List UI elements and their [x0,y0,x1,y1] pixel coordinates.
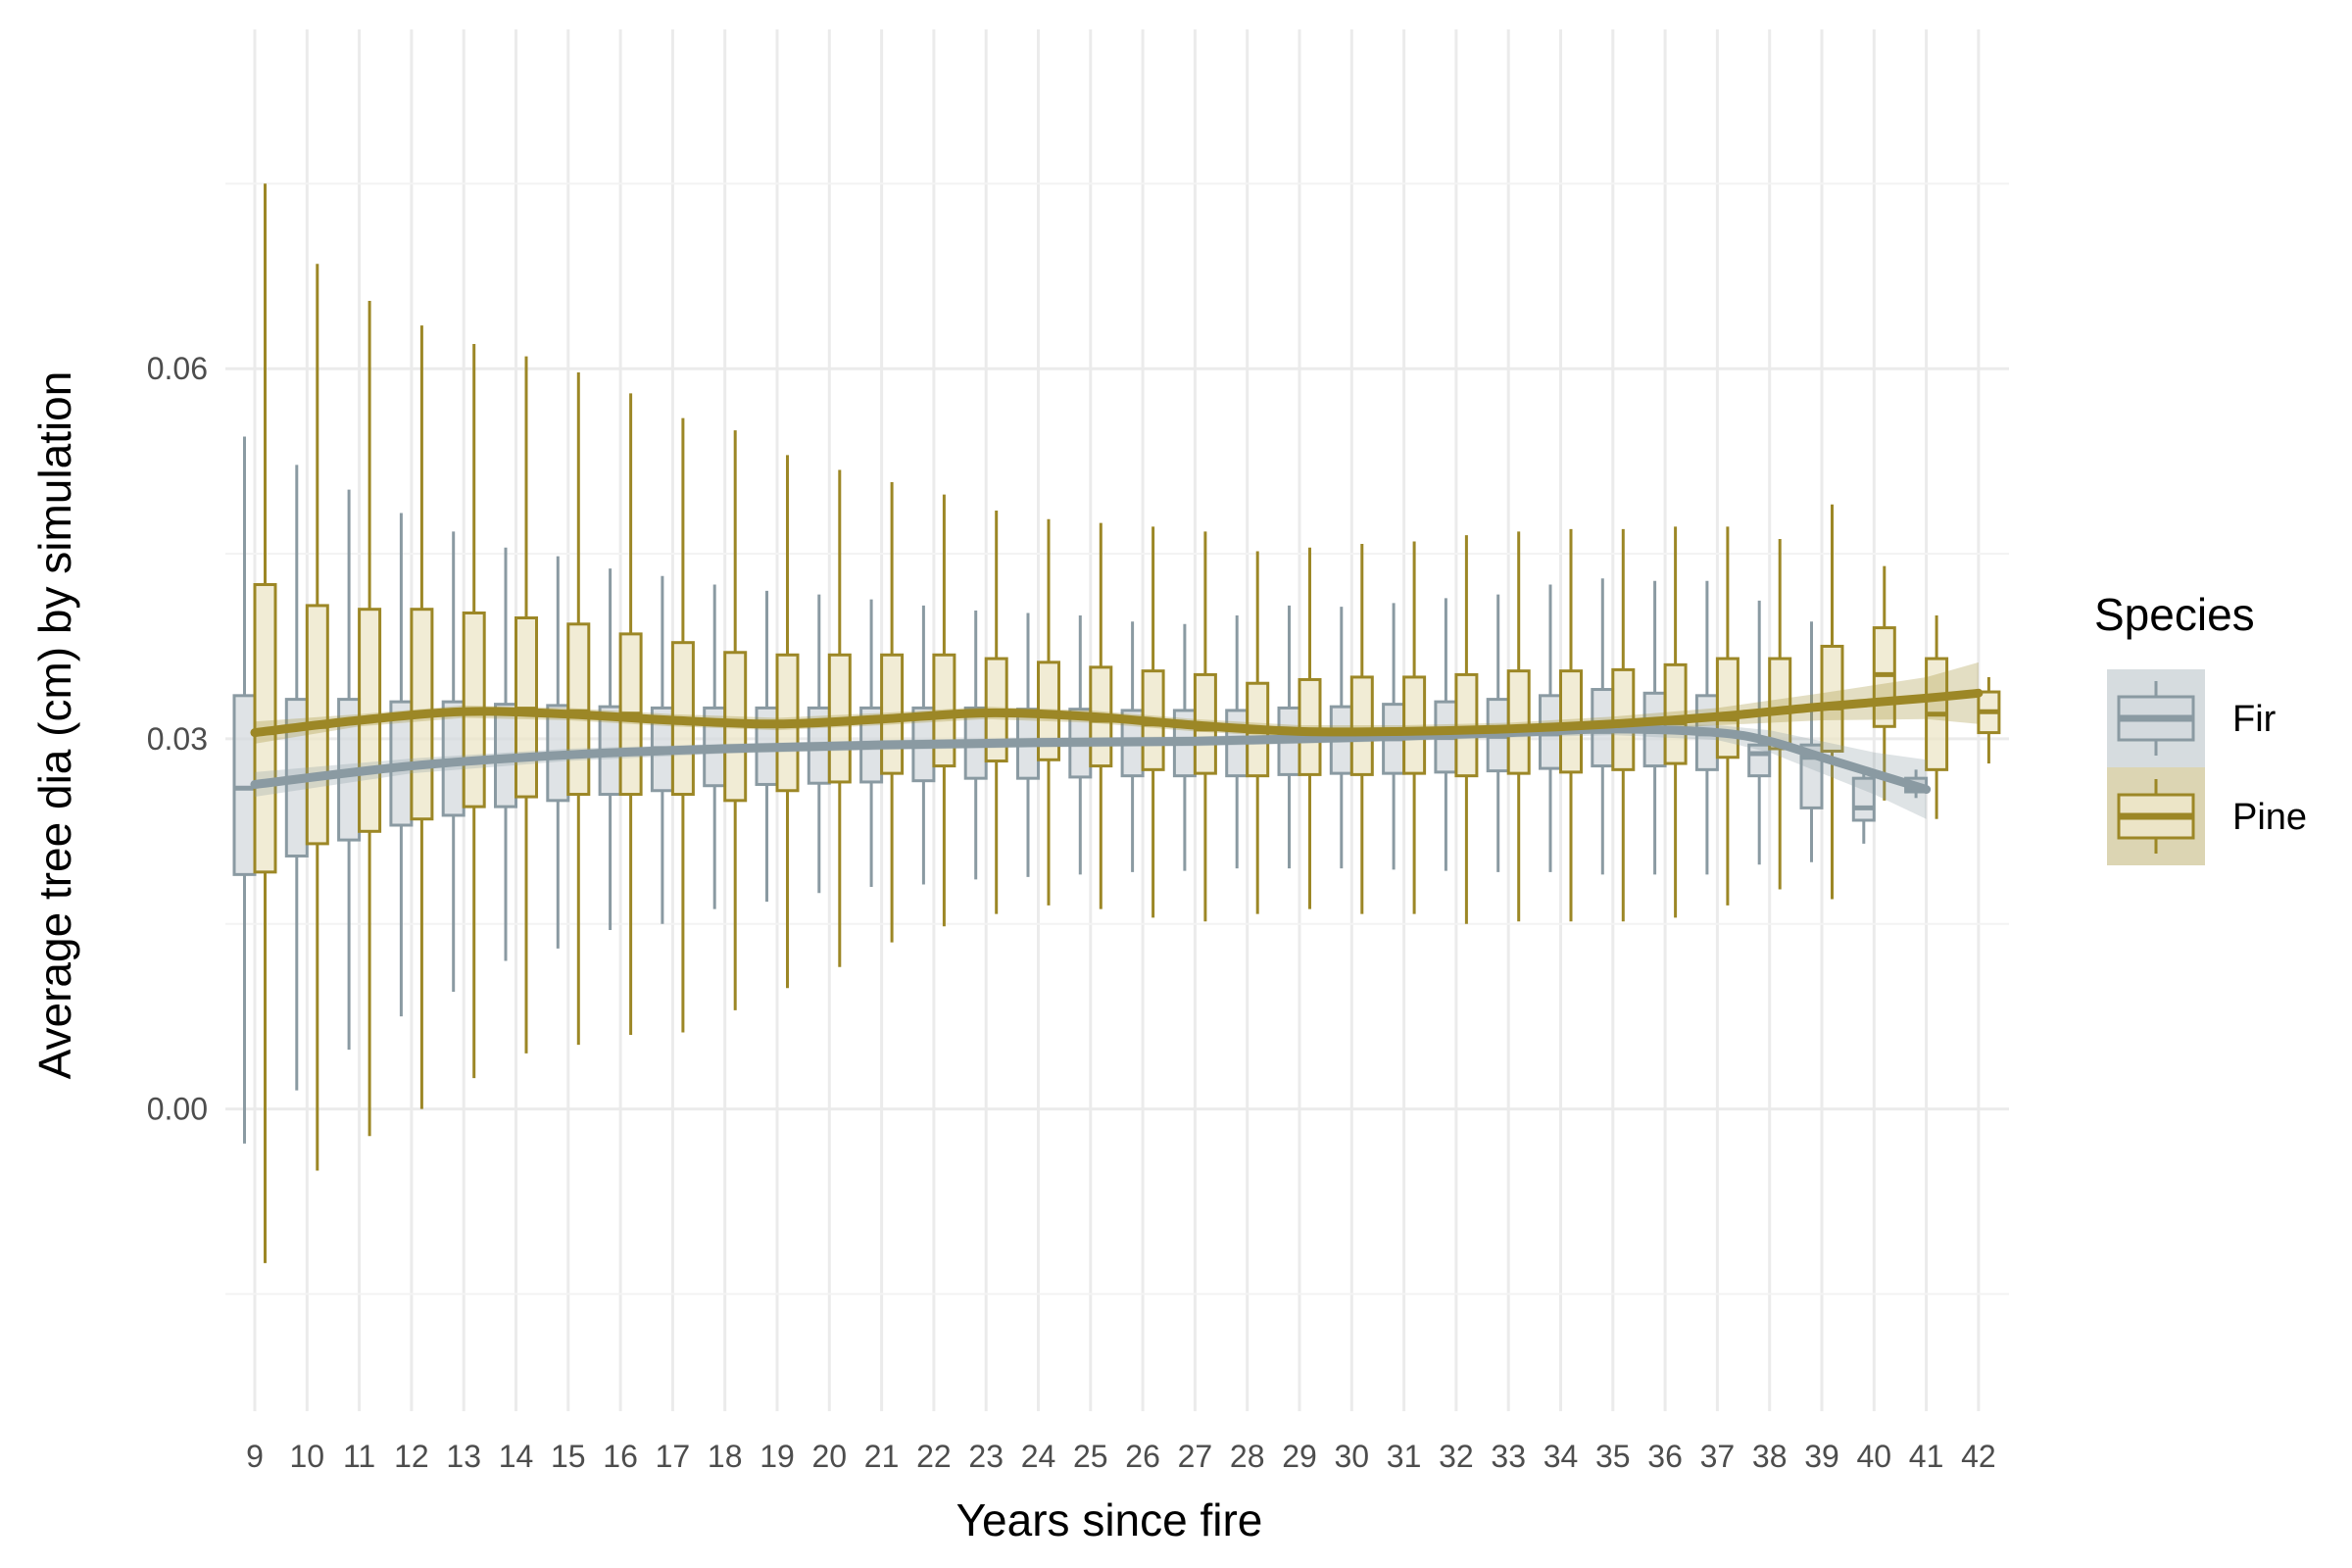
box-fir [1747,600,1772,865]
box-fir [232,436,257,1144]
box-fir [1799,621,1824,862]
legend-keys: Fir Pine [2107,669,2307,865]
x-tick-label: 30 [1335,1439,1370,1474]
box-pine [1925,614,1949,819]
x-tick-label: 28 [1230,1439,1265,1474]
y-axis-title: Average tree dia (cm) by simulation [29,371,80,1080]
x-tick-label: 10 [290,1439,325,1474]
y-tick-label: 0.00 [147,1092,208,1127]
box-body [1402,675,1427,775]
box-pine [1820,504,1844,900]
x-tick-label: 13 [446,1439,481,1474]
x-tick-label: 24 [1021,1439,1056,1474]
x-tick-label: 16 [603,1439,638,1474]
x-tick-label: 38 [1752,1439,1788,1474]
x-tick-label: 37 [1700,1439,1736,1474]
x-tick-label: 31 [1387,1439,1422,1474]
x-tick-label: 12 [394,1439,429,1474]
x-axis-title: Years since fire [956,1494,1263,1545]
legend-key-fir: Fir [2107,669,2277,767]
x-tick-label: 42 [1961,1439,1996,1474]
x-tick-label: 15 [551,1439,586,1474]
x-tick-label: 22 [916,1439,952,1474]
box-pine [1768,538,1792,890]
x-tick-label: 27 [1178,1439,1213,1474]
x-tick-label: 40 [1857,1439,1892,1474]
box-body [1663,662,1688,765]
y-tick-label: 0.03 [147,721,208,757]
box-pine [1977,676,2001,764]
legend-label-fir: Fir [2232,699,2277,740]
box-body [1820,644,1844,753]
x-tick-label: 41 [1909,1439,1944,1474]
x-tick-label: 39 [1804,1439,1839,1474]
x-tick-label: 34 [1544,1439,1579,1474]
x-tick-label: 33 [1491,1439,1526,1474]
x-tick-label: 20 [812,1439,848,1474]
box-pine [1298,547,1322,909]
x-tick-label: 21 [864,1439,900,1474]
y-tick-label: 0.06 [147,351,208,386]
box-body [1768,657,1792,751]
legend-label-pine: Pine [2232,797,2307,838]
box-pine [1663,526,1688,918]
x-tick-label: 11 [343,1439,375,1474]
box-body [1799,743,1824,809]
legend-title: Species [2094,589,2255,640]
x-axis-ticks: 9 10 11 12 13 14 15 16 17 18 19 20 21 22 23 24 25 26 27 28 2… [246,1439,1996,1474]
box-body [1349,675,1374,776]
smooth-line-fir [250,724,1932,794]
x-tick-label: 35 [1595,1439,1631,1474]
x-tick-label: 19 [760,1439,795,1474]
x-tick-label: 18 [708,1439,743,1474]
x-tick-label: 17 [656,1439,691,1474]
box-body [1506,669,1531,775]
box-pine [1559,528,1583,922]
x-tick-label: 23 [968,1439,1004,1474]
x-tick-label: 36 [1647,1439,1683,1474]
smooth-lines-layer [250,662,1984,819]
box-body [1454,672,1479,778]
smooth-line-pine [250,688,1984,738]
x-tick-label: 9 [246,1439,264,1474]
x-tick-label: 29 [1282,1439,1317,1474]
box-fir [1851,769,1876,844]
x-tick-label: 26 [1125,1439,1160,1474]
y-axis-ticks: 0.00 0.03 0.06 [147,351,208,1126]
legend-key-pine: Pine [2107,767,2307,865]
x-tick-label: 32 [1439,1439,1474,1474]
x-tick-label: 14 [499,1439,534,1474]
x-tick-label: 25 [1073,1439,1108,1474]
legend: Species Fir Pine [2094,589,2307,865]
box-pine [1454,535,1479,924]
